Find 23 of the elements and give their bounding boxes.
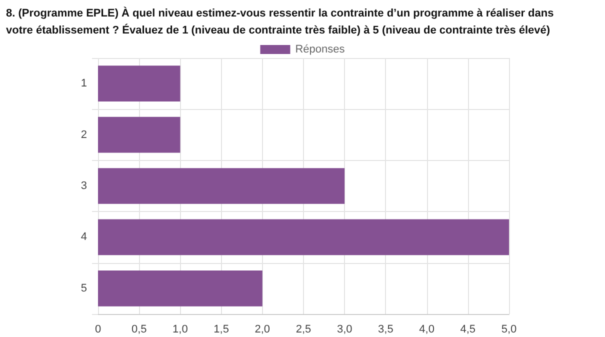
- y-tick-label: 1: [80, 78, 87, 90]
- x-tick-label: 1,0: [172, 324, 188, 336]
- y-tick-label: 5: [80, 282, 87, 294]
- x-tick-label: 4,5: [460, 324, 476, 336]
- x-tick-label: 0: [94, 324, 102, 336]
- x-tick-label: 2,0: [254, 324, 270, 336]
- y-tick-label: 2: [80, 128, 87, 141]
- x-tick-label: 2,5: [296, 324, 312, 336]
- bar: [98, 66, 180, 102]
- bar: [98, 168, 345, 204]
- bar: [98, 116, 180, 153]
- bar: [98, 270, 262, 306]
- y-tick-label: 4: [80, 231, 87, 244]
- y-tick-label: 3: [80, 180, 87, 192]
- x-tick-label: 4,0: [419, 324, 434, 336]
- legend-label: Réponses: [295, 44, 346, 56]
- x-tick-label: 0,5: [131, 324, 147, 336]
- x-tick-label: 3,0: [336, 324, 352, 336]
- x-tick-label: 3,5: [378, 324, 394, 336]
- x-tick-label: 1,5: [214, 324, 229, 336]
- x-tick-label: 5,0: [501, 324, 517, 336]
- bar: [98, 219, 509, 256]
- chart-title: 8. (Programme EPLE) À quel niveau estimez-vous ressentir la contrainte d’un programme à réaliser dans votre établissement ? Évaluez de 1 (niveau de contrainte très faible) à 5 (niveau de contrainte très élevé): [6, 6, 557, 36]
